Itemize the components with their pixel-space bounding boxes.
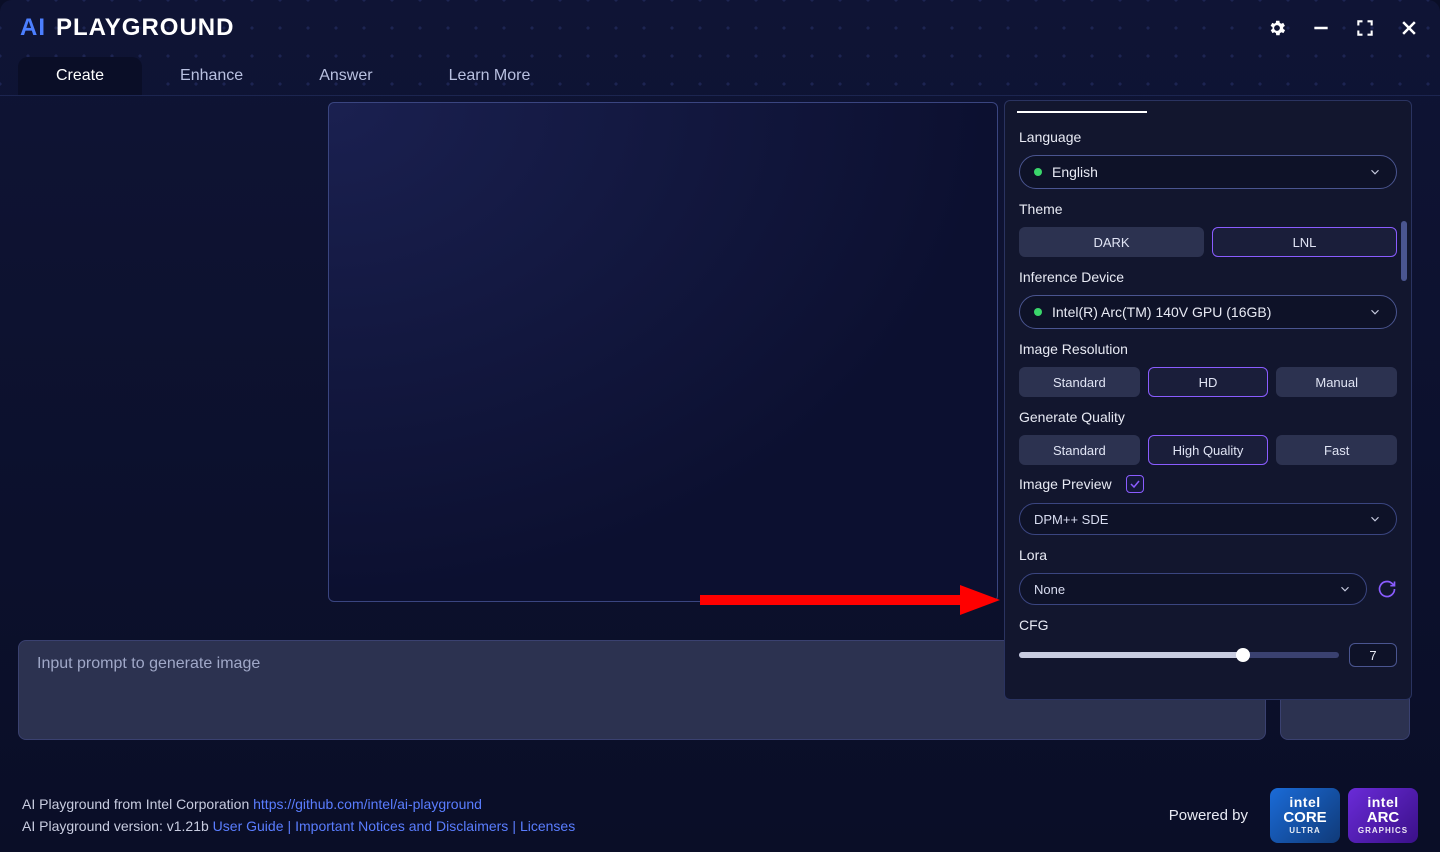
resolution-label: Image Resolution: [1019, 341, 1397, 357]
powered-by-label: Powered by: [1169, 807, 1248, 824]
quality-high[interactable]: High Quality: [1148, 435, 1269, 465]
theme-segment: DARK LNL: [1019, 227, 1397, 257]
titlebar: AI PLAYGROUND: [0, 0, 1440, 56]
preview-checkbox[interactable]: [1126, 475, 1144, 493]
panel-active-underline: [1017, 111, 1147, 113]
theme-lnl[interactable]: LNL: [1212, 227, 1397, 257]
lora-row: None: [1019, 573, 1397, 605]
lora-label: Lora: [1019, 547, 1397, 563]
refresh-icon[interactable]: [1377, 579, 1397, 599]
settings-panel: Language English Theme DARK LNL Inferenc…: [1004, 100, 1412, 700]
minimize-icon[interactable]: [1310, 17, 1332, 39]
quality-label: Generate Quality: [1019, 409, 1397, 425]
status-dot-icon: [1034, 168, 1042, 176]
image-canvas: [328, 102, 998, 602]
close-icon[interactable]: [1398, 17, 1420, 39]
notices-link[interactable]: Important Notices and Disclaimers: [295, 818, 508, 834]
footer-line-2: AI Playground version: v1.21b User Guide…: [22, 818, 575, 834]
resolution-hd[interactable]: HD: [1148, 367, 1269, 397]
lora-dropdown[interactable]: None: [1019, 573, 1367, 605]
device-dropdown[interactable]: Intel(R) Arc(TM) 140V GPU (16GB): [1019, 295, 1397, 329]
status-dot-icon: [1034, 308, 1042, 316]
footer-text: AI Playground from Intel Corporation: [22, 796, 253, 812]
cfg-slider-fill: [1019, 652, 1243, 658]
chevron-down-icon: [1368, 305, 1382, 319]
repo-link[interactable]: https://github.com/intel/ai-playground: [253, 796, 482, 812]
language-label: Language: [1019, 129, 1397, 145]
tabbar: Create Enhance Answer Learn More: [0, 56, 1440, 96]
panel-scrollbar[interactable]: [1401, 221, 1407, 281]
footer-version: AI Playground version: v1.21b: [22, 818, 213, 834]
logo-ai: AI: [20, 14, 46, 42]
licenses-link[interactable]: Licenses: [520, 818, 575, 834]
user-guide-link[interactable]: User Guide: [213, 818, 284, 834]
device-label: Inference Device: [1019, 269, 1397, 285]
resolution-segment: Standard HD Manual: [1019, 367, 1397, 397]
cfg-slider-row: 7: [1019, 643, 1397, 667]
window-controls: [1266, 17, 1420, 39]
language-value: English: [1052, 164, 1098, 180]
footer: AI Playground from Intel Corporation htt…: [0, 778, 1440, 852]
cfg-slider[interactable]: [1019, 652, 1339, 658]
app-window: AI PLAYGROUND Create Enhance Answer Lear…: [0, 0, 1440, 852]
tab-enhance[interactable]: Enhance: [142, 57, 281, 95]
intel-core-badge: intel CORE ULTRA: [1270, 788, 1340, 843]
resolution-manual[interactable]: Manual: [1276, 367, 1397, 397]
settings-icon[interactable]: [1266, 17, 1288, 39]
quality-segment: Standard High Quality Fast: [1019, 435, 1397, 465]
quality-standard[interactable]: Standard: [1019, 435, 1140, 465]
resolution-standard[interactable]: Standard: [1019, 367, 1140, 397]
cfg-label: CFG: [1019, 617, 1397, 633]
sampler-dropdown[interactable]: DPM++ SDE: [1019, 503, 1397, 535]
chevron-down-icon: [1338, 582, 1352, 596]
sampler-value: DPM++ SDE: [1034, 512, 1108, 527]
language-dropdown[interactable]: English: [1019, 155, 1397, 189]
device-value: Intel(R) Arc(TM) 140V GPU (16GB): [1052, 304, 1271, 320]
cfg-value: 7: [1349, 643, 1397, 667]
logo-text: PLAYGROUND: [56, 14, 234, 42]
lora-value: None: [1034, 582, 1065, 597]
chevron-down-icon: [1368, 165, 1382, 179]
tab-create[interactable]: Create: [18, 57, 142, 95]
theme-dark[interactable]: DARK: [1019, 227, 1204, 257]
preview-row: Image Preview: [1019, 475, 1397, 493]
preview-label: Image Preview: [1019, 476, 1112, 492]
chevron-down-icon: [1368, 512, 1382, 526]
tab-answer[interactable]: Answer: [281, 57, 410, 95]
intel-arc-badge: intel ARC GRAPHICS: [1348, 788, 1418, 843]
cfg-slider-thumb[interactable]: [1236, 648, 1250, 662]
tab-learn-more[interactable]: Learn More: [411, 57, 569, 95]
theme-label: Theme: [1019, 201, 1397, 217]
footer-line-1: AI Playground from Intel Corporation htt…: [22, 796, 575, 812]
app-logo: AI PLAYGROUND: [20, 14, 234, 42]
quality-fast[interactable]: Fast: [1276, 435, 1397, 465]
maximize-icon[interactable]: [1354, 17, 1376, 39]
